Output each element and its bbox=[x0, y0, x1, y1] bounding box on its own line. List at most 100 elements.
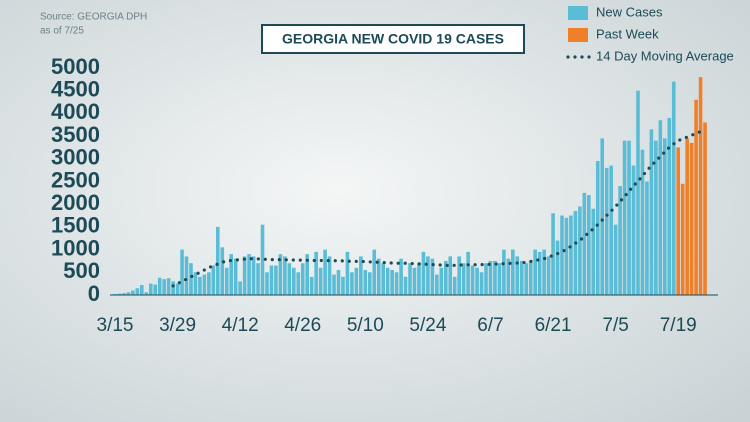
bar bbox=[350, 272, 354, 295]
bar bbox=[175, 283, 180, 295]
bar bbox=[256, 263, 260, 295]
bar bbox=[680, 183, 685, 295]
bar bbox=[354, 267, 359, 295]
bar bbox=[117, 293, 122, 295]
bar bbox=[242, 256, 247, 295]
bar bbox=[202, 274, 207, 295]
legend-label: New Cases bbox=[596, 4, 663, 19]
bar bbox=[305, 254, 310, 295]
bar bbox=[528, 260, 533, 295]
bar bbox=[622, 140, 627, 295]
bar bbox=[461, 263, 466, 295]
bar bbox=[448, 256, 453, 295]
bar bbox=[443, 260, 448, 295]
bar bbox=[613, 224, 618, 295]
bar bbox=[399, 258, 403, 295]
legend-label: 14 Day Moving Average bbox=[596, 48, 734, 63]
bar bbox=[560, 215, 564, 295]
bar bbox=[140, 285, 144, 295]
bar bbox=[166, 278, 171, 295]
bar bbox=[591, 208, 596, 295]
bar bbox=[600, 138, 605, 295]
bar bbox=[274, 265, 278, 295]
x-tick-label: 4/12 bbox=[222, 315, 259, 336]
legend-swatch bbox=[568, 28, 588, 42]
bar bbox=[488, 260, 493, 295]
bar bbox=[654, 140, 658, 295]
bar bbox=[671, 81, 676, 296]
bar bbox=[359, 256, 363, 295]
bar bbox=[582, 192, 587, 295]
bar bbox=[470, 265, 475, 295]
bar bbox=[144, 292, 149, 295]
bar bbox=[412, 267, 417, 295]
bar bbox=[131, 290, 135, 295]
y-tick-label: 5000 bbox=[51, 54, 100, 79]
bar bbox=[216, 226, 220, 295]
bar bbox=[220, 247, 225, 295]
y-tick-label: 500 bbox=[63, 258, 100, 283]
bar bbox=[327, 256, 332, 295]
bar bbox=[363, 270, 368, 295]
bar bbox=[385, 267, 390, 295]
bar bbox=[631, 165, 636, 295]
bar bbox=[189, 263, 193, 295]
bar bbox=[519, 260, 524, 295]
bar bbox=[524, 263, 529, 295]
chart-title: GEORGIA NEW COVID 19 CASES bbox=[282, 31, 504, 47]
bar bbox=[381, 263, 385, 295]
bar bbox=[466, 251, 470, 295]
bar bbox=[694, 99, 698, 295]
bar bbox=[171, 281, 175, 295]
bar bbox=[604, 167, 609, 295]
bar bbox=[645, 181, 649, 295]
bar bbox=[300, 263, 305, 295]
bar bbox=[238, 281, 242, 295]
y-tick-label: 4000 bbox=[51, 99, 100, 124]
bar bbox=[439, 267, 444, 295]
bar bbox=[135, 288, 140, 295]
bar bbox=[636, 90, 640, 295]
bar bbox=[122, 293, 126, 295]
bar bbox=[493, 260, 497, 295]
bar bbox=[184, 256, 189, 295]
bar bbox=[426, 256, 430, 295]
bar bbox=[162, 279, 166, 295]
bar bbox=[506, 258, 511, 295]
bar bbox=[457, 256, 461, 295]
bar bbox=[283, 256, 287, 295]
bar bbox=[229, 254, 234, 295]
x-tick-label: 4/26 bbox=[284, 315, 321, 336]
bar bbox=[323, 249, 327, 295]
y-tick-label: 2000 bbox=[51, 190, 100, 215]
note: as of 7/25 bbox=[40, 26, 84, 37]
bar bbox=[265, 272, 269, 295]
x-tick-label: 5/24 bbox=[409, 315, 446, 336]
x-tick-label: 6/7 bbox=[477, 315, 503, 336]
bar bbox=[269, 265, 274, 295]
bar bbox=[452, 276, 457, 295]
bar bbox=[479, 272, 484, 295]
bar bbox=[484, 263, 488, 295]
bar bbox=[595, 161, 600, 295]
bar bbox=[569, 215, 573, 295]
y-tick-label: 4500 bbox=[51, 77, 100, 102]
x-tick-label: 7/5 bbox=[602, 315, 628, 336]
bar bbox=[542, 249, 546, 295]
bar bbox=[698, 77, 703, 295]
bar bbox=[649, 129, 654, 295]
bar bbox=[247, 254, 251, 295]
bar bbox=[376, 258, 381, 295]
bar bbox=[314, 251, 318, 295]
bar bbox=[332, 274, 336, 295]
bar bbox=[251, 256, 256, 295]
y-tick-label: 0 bbox=[88, 281, 100, 306]
bar bbox=[551, 213, 555, 295]
bar bbox=[564, 217, 569, 295]
bar bbox=[211, 265, 216, 295]
bar bbox=[193, 272, 198, 295]
bar bbox=[345, 251, 350, 295]
bar bbox=[390, 270, 394, 295]
bar bbox=[676, 147, 681, 295]
y-tick-label: 3500 bbox=[51, 122, 100, 147]
